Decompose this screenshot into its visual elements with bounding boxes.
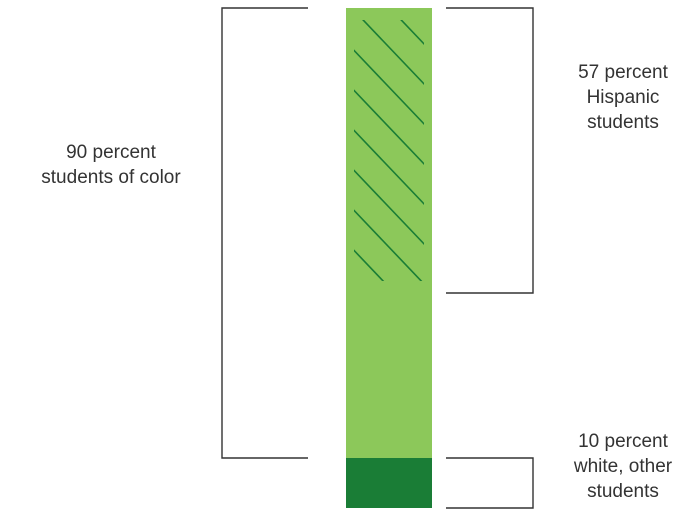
hispanic-students-label-line-3: students — [587, 112, 659, 133]
bar-segment-1 — [346, 8, 432, 458]
students-of-color-label-line-2: students of color — [41, 167, 181, 188]
bracket-white-other-students — [446, 457, 534, 509]
bracket-students-of-color — [221, 7, 308, 459]
white-other-students-label-line-2: white, other — [573, 456, 673, 477]
hatch-line-6 — [354, 129, 424, 206]
bracket-hispanic-students — [446, 7, 534, 294]
hatch-line-9 — [354, 249, 385, 281]
hispanic-students-label-line-1: 57 percent — [578, 62, 668, 83]
hatch-line-2 — [400, 20, 424, 46]
hatch-line-5 — [354, 89, 424, 166]
white-other-students-label: 10 percent white, other students — [553, 429, 693, 504]
students-of-color-label-line-1: 90 percent — [66, 142, 156, 163]
hatch-line-8 — [354, 209, 423, 281]
students-of-color-label: 90 percent students of color — [6, 140, 216, 190]
hatch-line-4 — [354, 49, 424, 126]
hatch-line-7 — [354, 169, 424, 246]
hatch-line-3 — [362, 20, 424, 86]
bar-segment-2 — [346, 458, 432, 508]
hispanic-students-label: 57 percent Hispanic students — [553, 60, 693, 135]
white-other-students-label-line-3: students — [587, 481, 659, 502]
white-other-students-label-line-1: 10 percent — [578, 431, 668, 452]
hispanic-students-label-line-2: Hispanic — [586, 87, 660, 108]
